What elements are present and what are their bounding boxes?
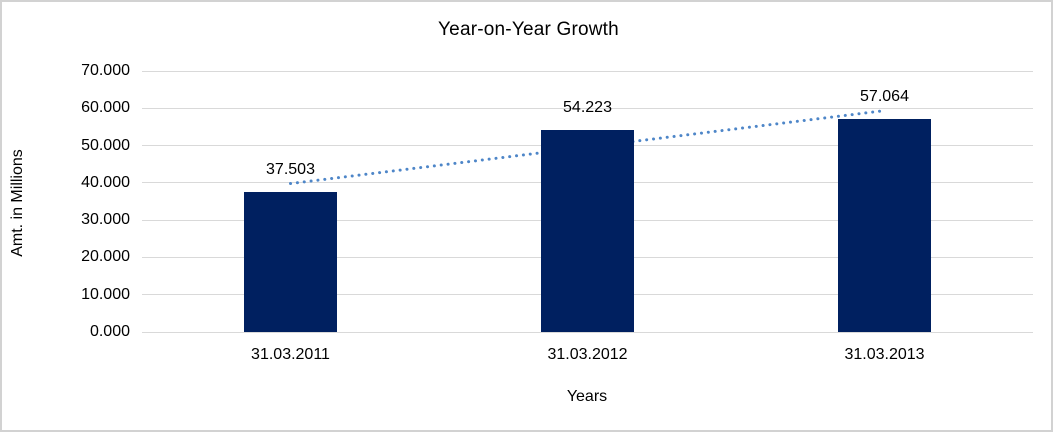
y-tick-label: 60.000 bbox=[81, 99, 130, 117]
bar bbox=[541, 129, 634, 332]
y-tick-label: 70.000 bbox=[81, 62, 130, 79]
y-tick-label: 0.000 bbox=[89, 323, 130, 340]
y-tick-label: 20.000 bbox=[81, 248, 130, 266]
gridline bbox=[142, 70, 1033, 72]
bar-value-label: 57.064 bbox=[860, 88, 909, 106]
x-category-label: 31.03.2013 bbox=[844, 346, 925, 363]
bar-value-label: 37.503 bbox=[266, 161, 315, 179]
y-tick-label: 50.000 bbox=[81, 136, 130, 154]
y-tick-label: 40.000 bbox=[81, 173, 130, 191]
bar bbox=[838, 119, 931, 332]
gridline bbox=[142, 107, 1033, 109]
x-category-label: 31.03.2011 bbox=[251, 346, 330, 363]
bar-value-label: 54.223 bbox=[563, 98, 612, 116]
y-tick-label: 10.000 bbox=[81, 285, 130, 303]
x-axis-title: Years bbox=[566, 388, 608, 405]
chart-title: Year-on-Year Growth bbox=[438, 19, 619, 40]
bar bbox=[244, 192, 337, 332]
gridline bbox=[142, 331, 1033, 333]
y-tick-label: 30.000 bbox=[81, 211, 130, 229]
x-category-label: 31.03.2012 bbox=[547, 346, 628, 363]
